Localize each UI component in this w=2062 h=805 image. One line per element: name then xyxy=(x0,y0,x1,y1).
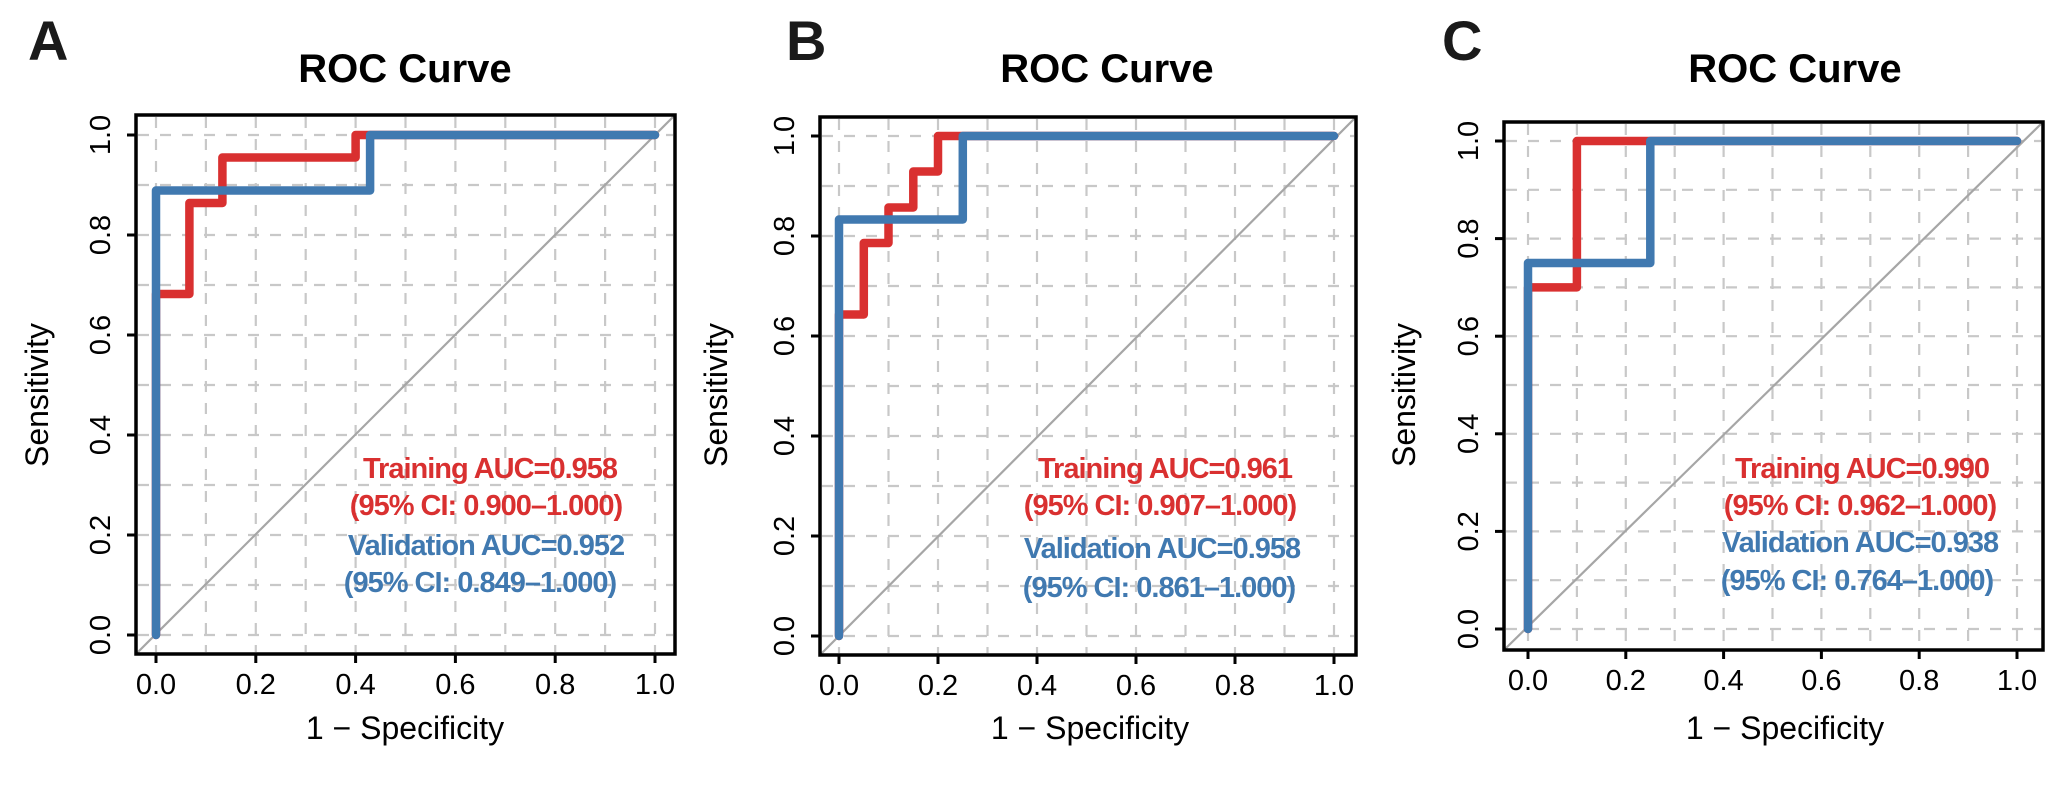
chart-title: ROC Curve xyxy=(298,47,511,91)
y-tick-label: 1.0 xyxy=(769,116,801,156)
roc-curve-validation xyxy=(1523,136,2022,634)
reference-diagonal xyxy=(135,114,676,655)
x-tick-label: 0.2 xyxy=(1606,665,1646,697)
x-tick-label: 0.0 xyxy=(136,669,176,701)
plot-area: 0.0 0.2 0.4 0.6 0.8 1.0 0.0 0.2 0.4 0.6 0.8 1.0 xyxy=(85,113,677,701)
plot-frame xyxy=(134,113,677,656)
y-tick-label: 0.4 xyxy=(769,416,801,456)
annotation-training-ci: (95% CI: 0.900–1.000) xyxy=(350,490,623,522)
x-tick-label: 1.0 xyxy=(635,669,675,701)
x-axis-title: 1 − Specificity xyxy=(306,710,504,746)
y-tick-label: 0.2 xyxy=(1453,511,1485,551)
annotation-training-auc: Training AUC=0.961 xyxy=(1038,453,1293,485)
plot-area: 0.0 0.2 0.4 0.6 0.8 1.0 0.0 0.2 0.4 0.6 0.8 1.0 xyxy=(1453,120,2045,697)
panel-letter: A xyxy=(28,9,68,72)
annotation-validation-ci: (95% CI: 0.764–1.000) xyxy=(1721,565,1994,597)
plot-area: 0.0 0.2 0.4 0.6 0.8 1.0 0.0 0.2 0.4 0.6 0.8 1.0 xyxy=(769,115,1358,702)
x-tick-label: 0.0 xyxy=(1508,665,1548,697)
y-tick-label: 0.0 xyxy=(1453,609,1485,649)
x-tick-label: 0.2 xyxy=(918,670,958,702)
x-tick-label: 0.6 xyxy=(1801,665,1841,697)
annotation-training-ci: (95% CI: 0.962–1.000) xyxy=(1724,490,1997,522)
panel-a: A ROC Curve 1 − Specificity Sensitivity … xyxy=(19,9,677,746)
x-tick-label: 1.0 xyxy=(1314,670,1354,702)
x-tick-label: 0.4 xyxy=(335,669,375,701)
annotation-training-auc: Training AUC=0.958 xyxy=(363,453,618,485)
auc-annotations: Training AUC=0.990 (95% CI: 0.962–1.000)… xyxy=(1721,453,2000,597)
x-axis-title: 1 − Specificity xyxy=(991,710,1189,746)
roc-curve-validation xyxy=(151,130,660,640)
annotation-validation-auc: Validation AUC=0.952 xyxy=(348,530,624,562)
reference-diagonal xyxy=(819,116,1357,656)
plot-frame xyxy=(1502,120,2045,652)
panel-b: B ROC Curve 1 − Specificity Sensitivity … xyxy=(698,9,1358,746)
y-axis-title: Sensitivity xyxy=(19,323,55,467)
annotation-validation-ci: (95% CI: 0.849–1.000) xyxy=(344,567,617,599)
x-tick-label: 0.4 xyxy=(1703,665,1743,697)
annotation-validation-ci: (95% CI: 0.861–1.000) xyxy=(1023,572,1296,604)
y-tick-label: 0.2 xyxy=(85,515,117,555)
plot-frame xyxy=(818,115,1358,657)
y-tick-label: 1.0 xyxy=(85,115,117,155)
y-tick-label: 0.6 xyxy=(85,315,117,355)
panel-letter: C xyxy=(1442,9,1482,72)
x-axis-title: 1 − Specificity xyxy=(1686,710,1884,746)
y-tick-label: 0.8 xyxy=(1453,218,1485,258)
y-tick-label: 0.8 xyxy=(769,216,801,256)
y-tick-label: 0.2 xyxy=(769,516,801,556)
annotation-validation-auc: Validation AUC=0.938 xyxy=(1722,527,1999,559)
annotation-validation-auc: Validation AUC=0.958 xyxy=(1024,533,1301,565)
reference-diagonal xyxy=(1503,121,2044,651)
x-tick-label: 0.4 xyxy=(1017,670,1057,702)
y-tick-label: 0.6 xyxy=(1453,316,1485,356)
y-axis-title: Sensitivity xyxy=(698,323,734,467)
annotation-training-auc: Training AUC=0.990 xyxy=(1735,453,1989,485)
roc-curve-training xyxy=(834,131,1339,641)
y-tick-label: 0.0 xyxy=(85,615,117,655)
x-tick-label: 0.2 xyxy=(236,669,276,701)
auc-annotations: Training AUC=0.961 (95% CI: 0.907–1.000)… xyxy=(1023,453,1302,604)
y-tick-label: 0.4 xyxy=(1453,414,1485,454)
chart-title: ROC Curve xyxy=(1000,47,1213,91)
x-tick-label: 0.6 xyxy=(1116,670,1156,702)
y-tick-label: 0.0 xyxy=(769,616,801,656)
x-tick-label: 0.8 xyxy=(1899,665,1939,697)
y-axis-title: Sensitivity xyxy=(1386,323,1422,467)
panel-c: C ROC Curve 1 − Specificity Sensitivity … xyxy=(1386,9,2045,746)
y-tick-label: 0.4 xyxy=(85,415,117,455)
panel-letter: B xyxy=(786,9,826,72)
roc-curve-training xyxy=(151,130,660,640)
y-tick-label: 0.6 xyxy=(769,316,801,356)
y-tick-label: 0.8 xyxy=(85,215,117,255)
x-tick-label: 1.0 xyxy=(1997,665,2037,697)
x-tick-label: 0.0 xyxy=(819,670,859,702)
y-tick-label: 1.0 xyxy=(1453,121,1485,161)
annotation-training-ci: (95% CI: 0.907–1.000) xyxy=(1024,490,1297,522)
auc-annotations: Training AUC=0.958 (95% CI: 0.900–1.000)… xyxy=(344,453,625,599)
chart-title: ROC Curve xyxy=(1688,47,1901,91)
x-tick-label: 0.8 xyxy=(1215,670,1255,702)
roc-curve-validation xyxy=(834,131,1339,641)
x-tick-label: 0.8 xyxy=(535,669,575,701)
x-tick-label: 0.6 xyxy=(435,669,475,701)
